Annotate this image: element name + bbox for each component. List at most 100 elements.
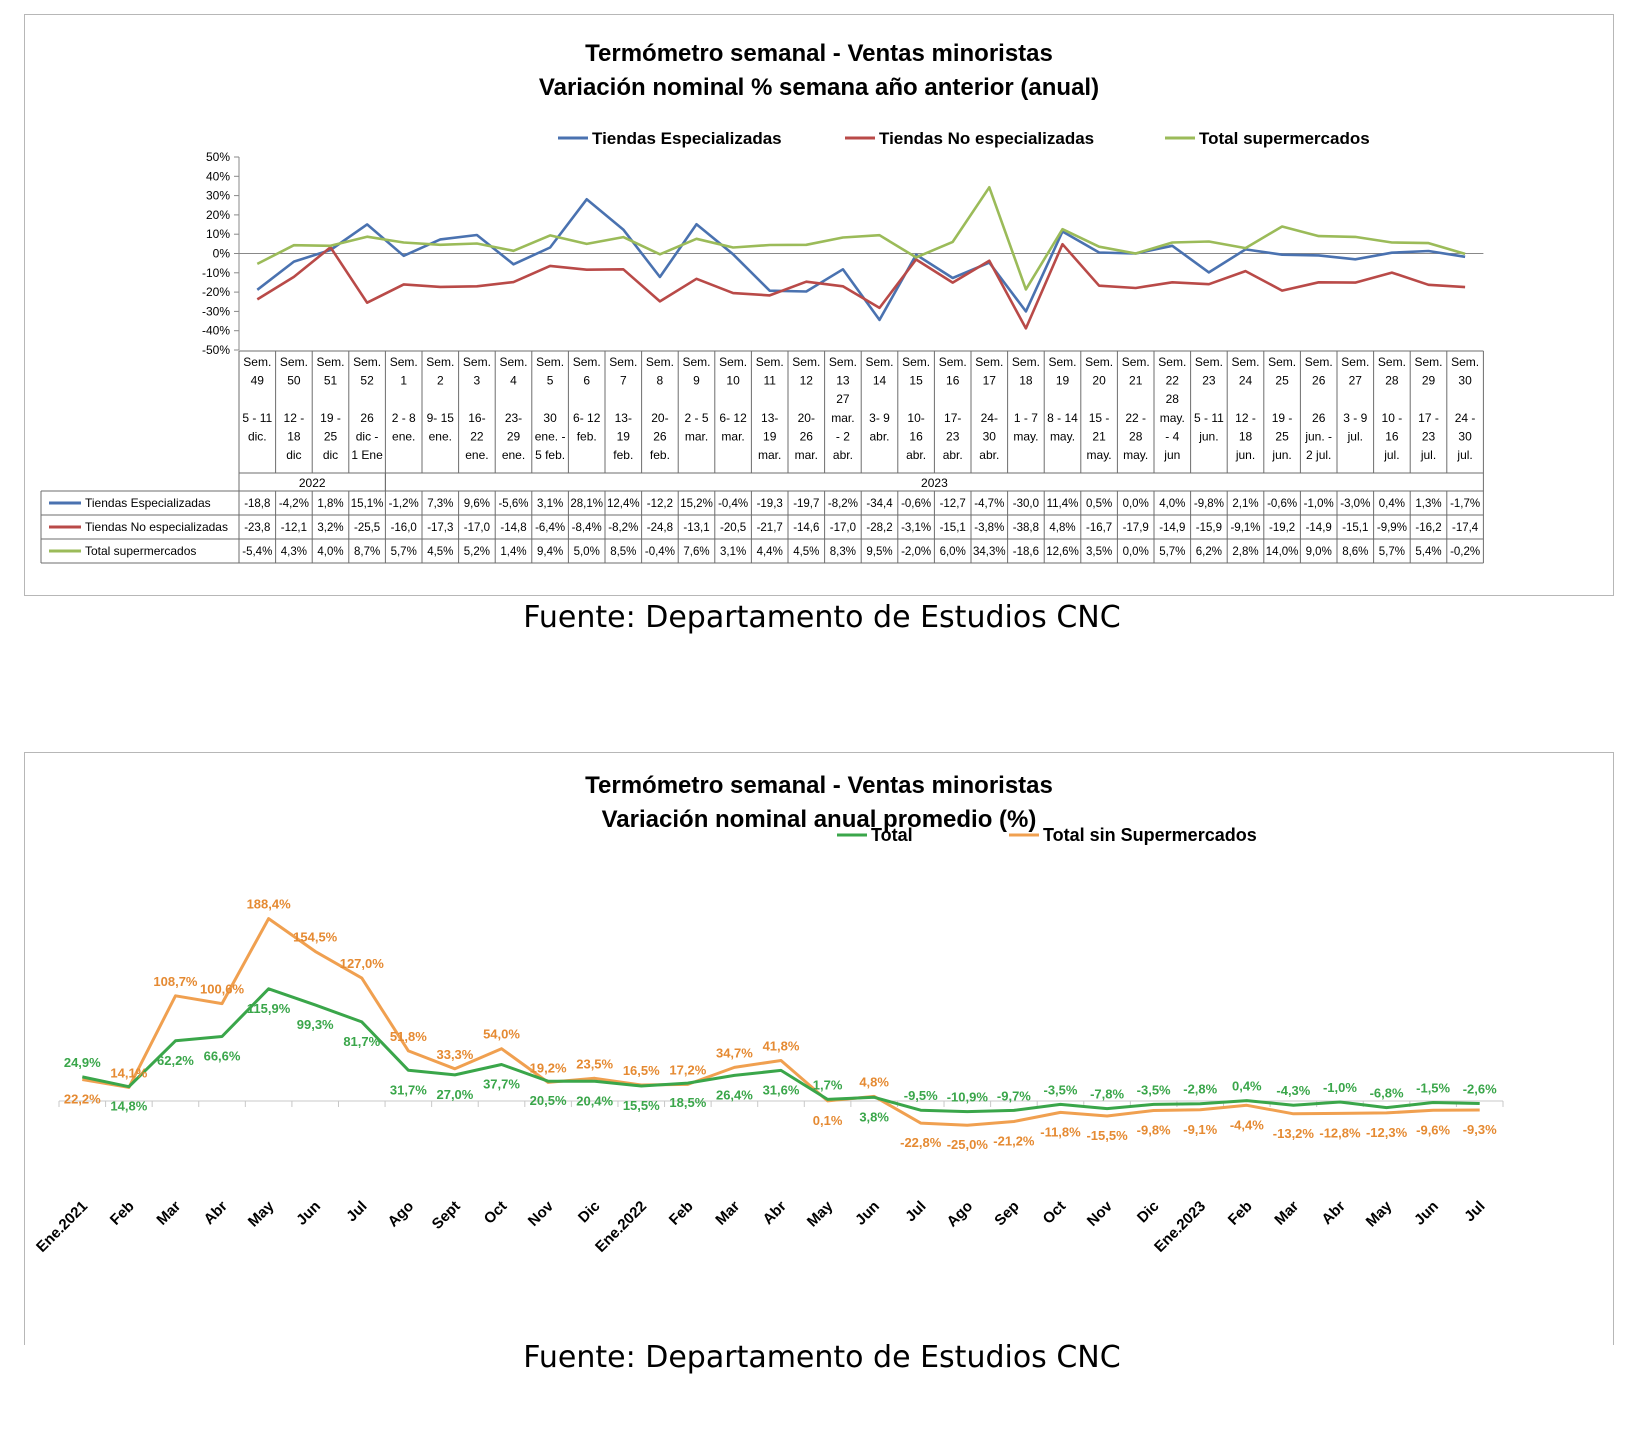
table-value: -0,2%: [1450, 546, 1480, 558]
table-value: 3,1%: [720, 546, 746, 558]
week-header-text: Sem.: [353, 355, 381, 369]
table-value: -30,0: [1013, 498, 1039, 510]
week-header-text: 16: [909, 429, 923, 443]
week-header-text: abr.: [979, 448, 999, 462]
week-header-text: 16: [946, 374, 960, 388]
table-value: -3,8%: [974, 522, 1004, 534]
data-label-1: -9,3%: [1463, 1122, 1497, 1137]
data-label-0: 37,7%: [483, 1077, 520, 1092]
data-label-1: -12,8%: [1319, 1125, 1361, 1140]
year-label: 2022: [299, 476, 326, 490]
week-header-text: mar.: [721, 429, 744, 443]
week-header-text: 16: [1385, 429, 1399, 443]
data-label-1: -9,6%: [1416, 1122, 1450, 1137]
series-line-0: [81, 987, 1480, 1114]
week-header-text: 29: [1422, 374, 1436, 388]
monthly-line-chart: Total Total sin Supermercados Ene.2021 Feb M…: [33, 825, 1504, 1256]
week-header-text: jun. -: [1304, 429, 1332, 443]
week-header-text: mar.: [795, 448, 818, 462]
data-label-0: -2,8%: [1183, 1082, 1217, 1097]
week-header-text: 6- 12: [573, 411, 601, 425]
table-value: -2,0%: [901, 546, 931, 558]
week-header-text: Sem.: [646, 355, 674, 369]
data-label-1: 51,8%: [390, 1029, 427, 1044]
week-header-text: 49: [251, 374, 265, 388]
x-tick-label: Jun: [1411, 1198, 1442, 1229]
week-header-text: abr.: [906, 448, 926, 462]
table-value: 11,4%: [1047, 498, 1079, 510]
week-header-text: 23: [1422, 429, 1436, 443]
y-tick-label: -20%: [202, 285, 230, 299]
chart2-title-line1: Termómetro semanal - Ventas minoristas: [585, 772, 1053, 799]
week-header-text: 10 -: [1382, 411, 1403, 425]
table-value: -19,7: [793, 498, 819, 510]
table-value: -20,5: [720, 522, 746, 534]
table-value: -8,2%: [828, 498, 858, 510]
data-label-0: -1,5%: [1416, 1080, 1450, 1095]
week-header-text: 23: [946, 429, 960, 443]
data-label-0: -9,7%: [997, 1088, 1031, 1103]
x-tick-label: Ene.2023: [1151, 1198, 1209, 1256]
year-label: 2023: [921, 476, 948, 490]
data-label-0: 31,6%: [763, 1082, 800, 1097]
data-label-0: 20,5%: [530, 1093, 567, 1108]
table-value: 3,1%: [537, 498, 563, 510]
table-value: 5,7%: [391, 546, 417, 558]
table-value: -21,7: [757, 522, 783, 534]
week-header-text: 19: [1056, 374, 1070, 388]
week-header-text: 30: [983, 429, 997, 443]
table-value: 1,4%: [500, 546, 526, 558]
data-label-0: 81,7%: [343, 1034, 380, 1049]
week-header-text: Sem.: [536, 355, 564, 369]
table-value: 7,3%: [427, 498, 453, 510]
y-tick-label: -30%: [202, 304, 230, 318]
y-tick-label: -10%: [202, 266, 230, 280]
table-value: -1,7%: [1450, 498, 1480, 510]
table-value: -14,6: [793, 522, 819, 534]
table-value: -4,7%: [974, 498, 1004, 510]
week-header-text: jun: [1163, 448, 1180, 462]
table-value: 34,3%: [973, 546, 1006, 558]
chart1-title-line1: Termómetro semanal - Ventas minoristas: [585, 40, 1053, 67]
week-header-text: may.: [1123, 448, 1148, 462]
table-value: 6,0%: [940, 546, 966, 558]
x-tick-label: Mar: [153, 1198, 184, 1229]
week-header-text: Sem.: [573, 355, 601, 369]
week-header-text: Sem.: [829, 355, 857, 369]
table-value: 5,4%: [1415, 546, 1441, 558]
week-header-text: abr.: [943, 448, 963, 462]
x-tick-label: Abr: [201, 1198, 231, 1228]
data-label-1: -12,3%: [1366, 1125, 1408, 1140]
row-label-0: Tiendas Especializadas: [85, 496, 211, 510]
table-value: -17,0: [830, 522, 856, 534]
data-label-1: 16,5%: [623, 1063, 660, 1078]
week-header-text: 21: [1092, 429, 1106, 443]
week-header-text: 18: [1239, 429, 1253, 443]
legend-label-1: Tiendas No especializadas: [879, 129, 1094, 148]
table-value: -18,8: [244, 498, 270, 510]
table-value: 0,4%: [1379, 498, 1405, 510]
data-label-0: 115,9%: [247, 1001, 291, 1016]
data-label-0: 1,7%: [813, 1077, 843, 1092]
week-header-text: 2: [437, 374, 444, 388]
table-value: -17,0: [464, 522, 490, 534]
x-tick-label: Dic: [575, 1198, 604, 1227]
data-label-1: 19,2%: [530, 1060, 567, 1075]
data-label-0: 66,6%: [204, 1049, 241, 1064]
data-label-0: -3,5%: [1137, 1082, 1171, 1097]
data-label-1: 100,6%: [200, 982, 245, 997]
week-header-text: 27: [836, 392, 850, 406]
table-value: 2,1%: [1232, 498, 1258, 510]
week-header-text: 5: [547, 374, 554, 388]
table-value: -18,6: [1013, 546, 1039, 558]
week-header-text: Sem.: [1048, 355, 1076, 369]
x-tick-label: Jul: [343, 1198, 370, 1225]
week-header-text: Sem.: [1305, 355, 1333, 369]
week-header-text: jul.: [1420, 448, 1436, 462]
table-value: 15,1%: [351, 498, 384, 510]
data-label-1: 41,8%: [763, 1039, 800, 1054]
data-label-1: 34,7%: [716, 1045, 753, 1060]
week-header-text: 20-: [651, 411, 668, 425]
x-tick-label: Jul: [1461, 1198, 1488, 1225]
week-header-text: Sem.: [1231, 355, 1259, 369]
